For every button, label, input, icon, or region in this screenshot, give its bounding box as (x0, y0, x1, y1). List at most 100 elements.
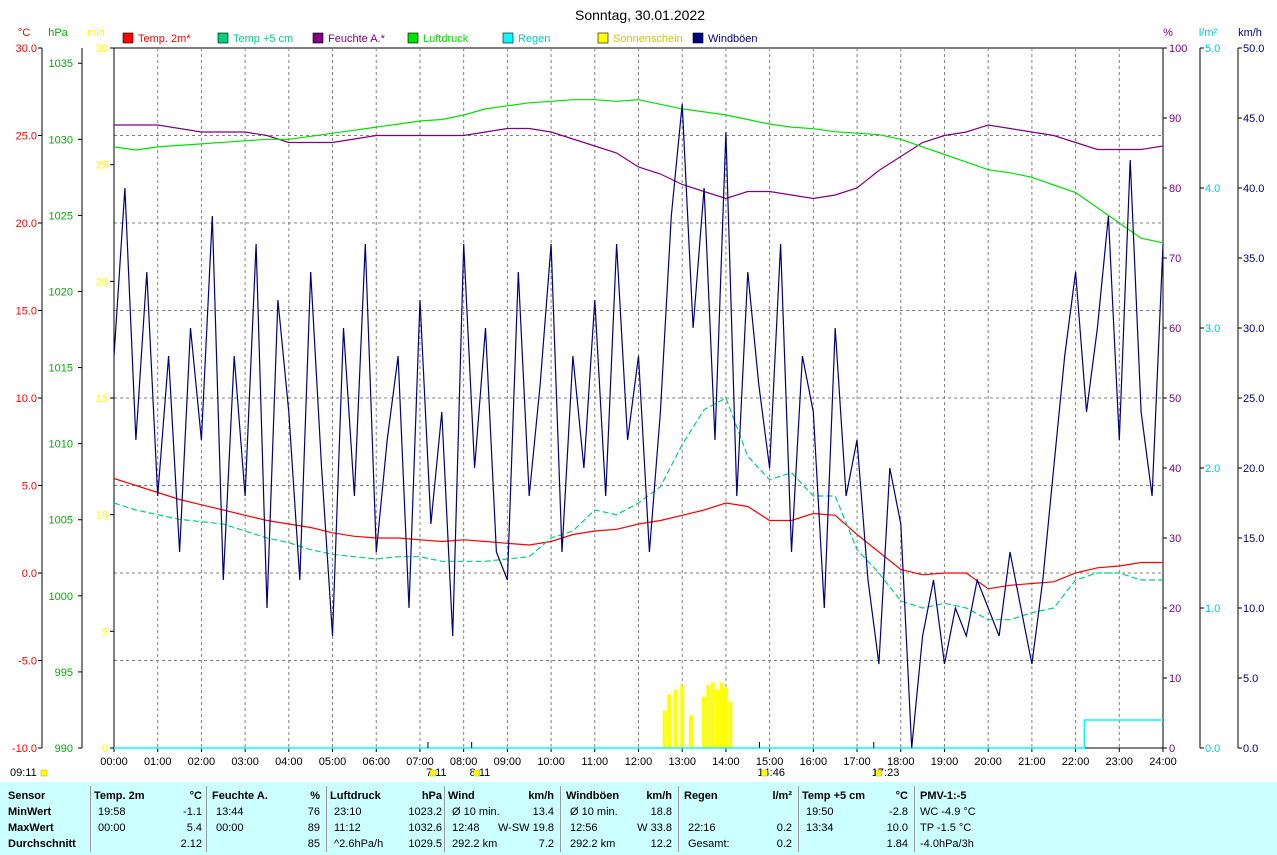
stats-value: -2.8 (889, 806, 908, 818)
stats-time: 19:58 (98, 806, 126, 818)
stats-time: 12:56 (570, 822, 598, 834)
sunshine-bar (706, 685, 711, 748)
stats-value: 12.2 (650, 838, 672, 850)
y-tick-label-humidity: 0 (1169, 743, 1175, 755)
axis-unit-labels: °C hPa min% l/m² km/h (18, 27, 1262, 39)
axis-unit-temp: °C (18, 27, 30, 39)
y-tick-label-temp: 30.0 (16, 43, 37, 55)
sunshine-bar (702, 696, 707, 748)
y-tick-label-temp: -10.0 (12, 743, 37, 755)
y-tick-label-humidity: 90 (1169, 113, 1181, 125)
y-tick-label-temp: 10.0 (16, 393, 37, 405)
axis-unit-sun: min (87, 27, 105, 39)
y-tick-label-wind: 0.0 (1243, 743, 1258, 755)
stats-value: 76 (307, 806, 320, 818)
stats-value: 1.84 (886, 838, 908, 850)
y-tick-label-temp: 5.0 (22, 481, 37, 493)
legend-swatch (407, 32, 419, 44)
y-tick-label-pressure: 1000 (49, 591, 73, 603)
y-tick-label-humidity: 80 (1169, 183, 1181, 195)
series-windb-en (113, 103, 1164, 749)
stats-unit: °C (895, 790, 908, 802)
x-tick-label: 22:00 (1062, 756, 1090, 768)
y-tick-label-humidity: 70 (1169, 253, 1181, 265)
x-tick-label: 03:00 (231, 756, 259, 768)
sun-marker-icon (875, 769, 883, 777)
stats-pmv: -4.0hPa/3h (920, 838, 974, 850)
legend-swatch (597, 32, 609, 44)
stats-time: 23:10 (334, 806, 362, 818)
stats-separator (798, 786, 799, 852)
stats-unit: hPa (421, 790, 442, 802)
series-luftdruck (113, 99, 1164, 244)
stats-time: 19:50 (806, 806, 834, 818)
stats-row-label: MinWert (8, 806, 52, 818)
stats-header: Sensor (8, 790, 46, 802)
stats-value: 13.4 (532, 806, 554, 818)
sunshine-bar (662, 710, 667, 748)
y-tick-label-temp: 0.0 (22, 568, 37, 580)
x-tick-label: 13:00 (668, 756, 696, 768)
y-tick-label-wind: 5.0 (1243, 673, 1258, 685)
stats-value: 2.12 (180, 838, 202, 850)
chart-title: Sonntag, 30.01.2022 (575, 7, 705, 23)
sunshine-bar (728, 701, 733, 748)
axis-unit-pressure: hPa (48, 27, 68, 39)
chart-grid (113, 47, 1164, 749)
stats-time: 12:48 (452, 822, 480, 834)
statistics-table: Sensor MinWert MaxWert Durchschnitt Temp. 2m… (0, 782, 1277, 855)
y-tick-label-sun: 25 (96, 160, 108, 172)
x-tick-label: 11:00 (581, 756, 608, 768)
stats-value: 89 (307, 822, 320, 834)
stats-header: Windböen (566, 790, 620, 802)
y-tick-label-rain: 5.0 (1205, 43, 1220, 55)
y-tick-label-sun: 0 (102, 743, 108, 755)
stats-time: Ø 10 min. (452, 806, 500, 818)
chart-series (113, 99, 1164, 749)
y-tick-label-rain: 3.0 (1205, 323, 1220, 335)
stats-time: 00:00 (216, 822, 244, 834)
y-tick-label-humidity: 30 (1169, 533, 1181, 545)
stats-time: 22:16 (688, 822, 716, 834)
legend-label: Windböen (708, 33, 758, 45)
stats-time: 00:00 (98, 822, 126, 834)
time-marker-label: 7:11 (426, 767, 447, 779)
sunshine-bar (710, 682, 715, 748)
axis-unit-wind: km/h (1238, 27, 1262, 39)
stats-time: 292.2 km (452, 838, 498, 850)
stats-row-label: MaxWert (8, 822, 54, 834)
stats-value: W-SW 19.8 (497, 822, 554, 834)
y-tick-label-wind: 15.0 (1243, 533, 1264, 545)
stats-time: 13:34 (806, 822, 834, 834)
y-tick-label-sun: 15 (96, 393, 108, 405)
legend-swatch (312, 32, 324, 44)
stats-separator (914, 786, 915, 852)
x-tick-label: 20:00 (974, 756, 1002, 768)
y-tick-label-sun: 10 (96, 510, 108, 522)
x-tick-label: 15:00 (756, 756, 784, 768)
x-tick-label: 14:00 (712, 756, 740, 768)
y-tick-label-temp: 25.0 (16, 131, 37, 143)
stats-time: 11:12 (334, 822, 361, 834)
stats-separator (444, 786, 445, 852)
stats-time: Gesamt: (688, 838, 730, 850)
stats-time: 13:44 (216, 806, 244, 818)
sunshine-bar (723, 687, 728, 748)
stats-value: W 33.8 (637, 822, 672, 834)
y-tick-label-wind: 10.0 (1243, 603, 1264, 615)
y-tick-label-wind: 30.0 (1243, 323, 1264, 335)
stats-pmv: TP -1.5 °C (920, 822, 972, 834)
stats-unit: °C (189, 790, 202, 802)
x-tick-label: 08:00 (450, 756, 478, 768)
stats-header: Feuchte A. (212, 790, 268, 802)
stats-value: 7.2 (538, 838, 554, 850)
y-tick-label-rain: 1.0 (1205, 603, 1220, 615)
legend-swatch (692, 32, 704, 44)
x-tick-label: 07:00 (406, 756, 434, 768)
y-tick-label-humidity: 40 (1169, 463, 1181, 475)
x-tick-label: 23:00 (1106, 756, 1134, 768)
legend-label: Sonnenschein (613, 33, 683, 45)
stats-row-label: Durchschnitt (8, 838, 76, 850)
stats-value: 0.2 (776, 838, 792, 850)
sunshine-bars (662, 682, 733, 748)
